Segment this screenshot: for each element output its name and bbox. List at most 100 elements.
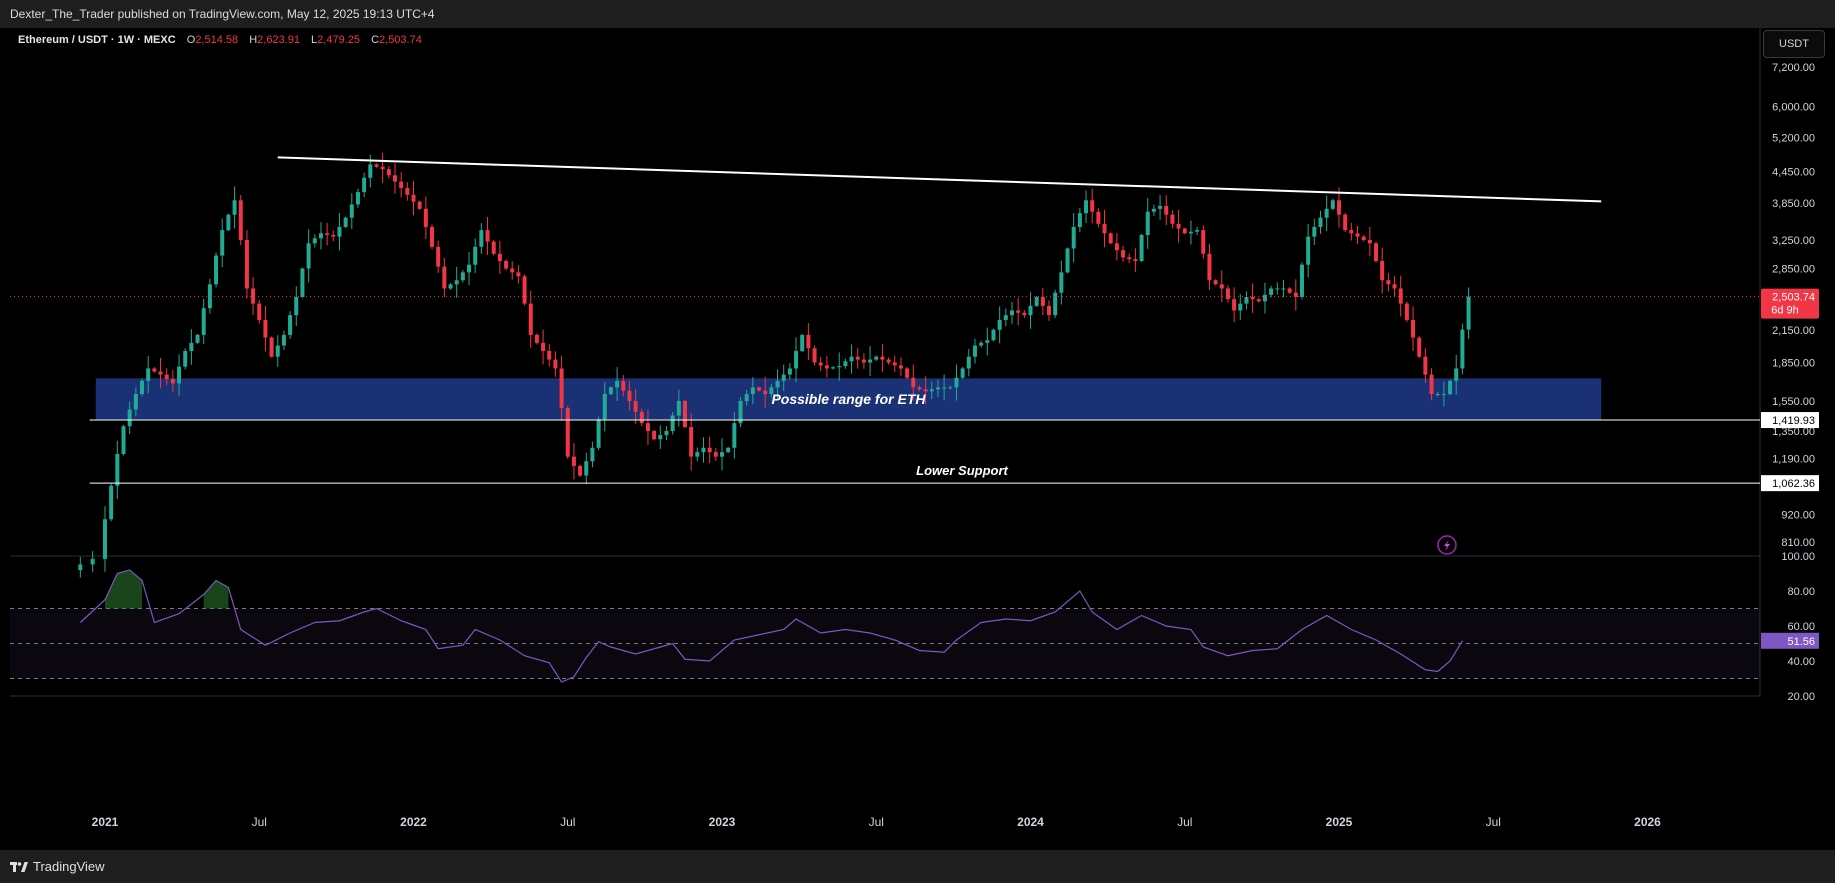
candle-body [1207, 253, 1212, 281]
price-tick-label: 2,150.00 [1772, 325, 1815, 337]
level-price-tag-label: 1,062.36 [1772, 478, 1815, 490]
time-tick-label: Jul [869, 815, 884, 829]
candle-body [948, 387, 953, 389]
rsi-tick-label: 60.00 [1787, 621, 1815, 633]
rsi-line[interactable] [79, 569, 1463, 683]
candle-body [1244, 297, 1249, 304]
candle-body [633, 400, 638, 412]
candle-body [1441, 394, 1446, 396]
candle-body [818, 362, 823, 366]
candle-body [1330, 200, 1335, 209]
tradingview-icon [10, 861, 28, 872]
lightning-icon[interactable] [1437, 535, 1457, 555]
candle-body [596, 419, 601, 448]
candle-body [757, 387, 762, 391]
candle-body [1127, 257, 1132, 260]
candle-body [923, 389, 928, 392]
candle-body [109, 485, 114, 520]
candle-body [244, 239, 249, 289]
candle-body [1022, 312, 1027, 316]
candle-body [966, 356, 971, 369]
candle-body [615, 380, 620, 388]
candle-body [652, 431, 657, 440]
candle-body [769, 387, 774, 395]
candle-body [800, 334, 805, 352]
candle-body [121, 426, 126, 454]
candle-body [288, 315, 293, 335]
level-price-tag-label: 1,419.93 [1772, 415, 1815, 427]
candle-body [701, 447, 706, 453]
candle-body [1306, 236, 1311, 265]
candle-body [133, 394, 138, 410]
candle-body [362, 177, 367, 193]
candle-body [1145, 211, 1150, 235]
price-tick-label: 920.00 [1781, 509, 1815, 521]
candle-body [510, 268, 515, 273]
candle-body [639, 411, 644, 424]
candle-body [275, 345, 280, 357]
candle-body [448, 284, 453, 289]
candle-body [1312, 226, 1317, 237]
high-value: 2,623.91 [257, 34, 300, 46]
candle-body [430, 226, 435, 247]
candle-body [1460, 329, 1465, 369]
candle-body [905, 368, 910, 378]
price-tick-label: 4,450.00 [1772, 167, 1815, 179]
candle-body [670, 415, 675, 432]
tradingview-logo[interactable]: TradingView [10, 859, 105, 874]
price-tick-label: 1,550.00 [1772, 396, 1815, 408]
publisher-bar: Dexter_The_Trader published on TradingVi… [0, 0, 1835, 28]
candle-body [720, 452, 724, 457]
resistance-trendline[interactable] [277, 156, 1602, 203]
candle-body [1059, 272, 1064, 293]
rsi-value-label: 51.56 [1787, 636, 1815, 648]
candle-body [645, 423, 650, 432]
candle-body [1281, 288, 1286, 290]
candle-body [732, 423, 737, 448]
candle-body [1176, 223, 1181, 229]
candle-body [960, 368, 965, 378]
candle-body [1269, 288, 1274, 295]
candle-body [140, 380, 145, 395]
symbol-title[interactable]: Ethereum / USDT · 1W · MEXC [18, 34, 176, 46]
candle-body [195, 334, 200, 343]
candle-body [1090, 200, 1095, 212]
candle-body [467, 264, 472, 273]
candle-body [374, 164, 379, 167]
candle-body [997, 319, 1002, 330]
candle-body [1299, 264, 1304, 298]
candle-body [1232, 299, 1237, 311]
candle-body [318, 233, 323, 239]
candle-body [979, 342, 984, 346]
candle-body [682, 400, 687, 428]
candle-body [861, 359, 866, 363]
candle-body [1071, 226, 1076, 249]
candle-body [1164, 205, 1169, 215]
candle-body [781, 374, 786, 381]
candle-body [658, 435, 663, 440]
symbol-legend: Ethereum / USDT · 1W · MEXC O2,514.58 H2… [18, 34, 422, 46]
candle-body [189, 342, 194, 352]
currency-button[interactable]: USDT [1763, 30, 1825, 58]
price-chart[interactable]: Possible range for ETH Lower Support 7,20… [0, 28, 1835, 850]
candle-body [1287, 288, 1292, 293]
candle-body [1238, 303, 1243, 311]
candle-body [442, 266, 447, 289]
candle-body [528, 303, 533, 335]
candle-body [417, 201, 422, 209]
candle-body [1182, 228, 1187, 234]
candle-body [1034, 297, 1039, 306]
candle-body [399, 181, 404, 189]
candle-body [238, 200, 243, 240]
candle-body [146, 368, 151, 381]
candle-body [1256, 299, 1261, 302]
candle-body [1219, 284, 1224, 289]
candle-body [787, 368, 792, 375]
candle-body [534, 334, 539, 343]
candle-body [504, 261, 509, 269]
candle-body [584, 461, 589, 476]
candle-body [491, 241, 496, 254]
candle-body [911, 377, 916, 388]
range-zone [95, 378, 1602, 421]
chart-area[interactable]: Possible range for ETH Lower Support 7,20… [0, 28, 1835, 850]
